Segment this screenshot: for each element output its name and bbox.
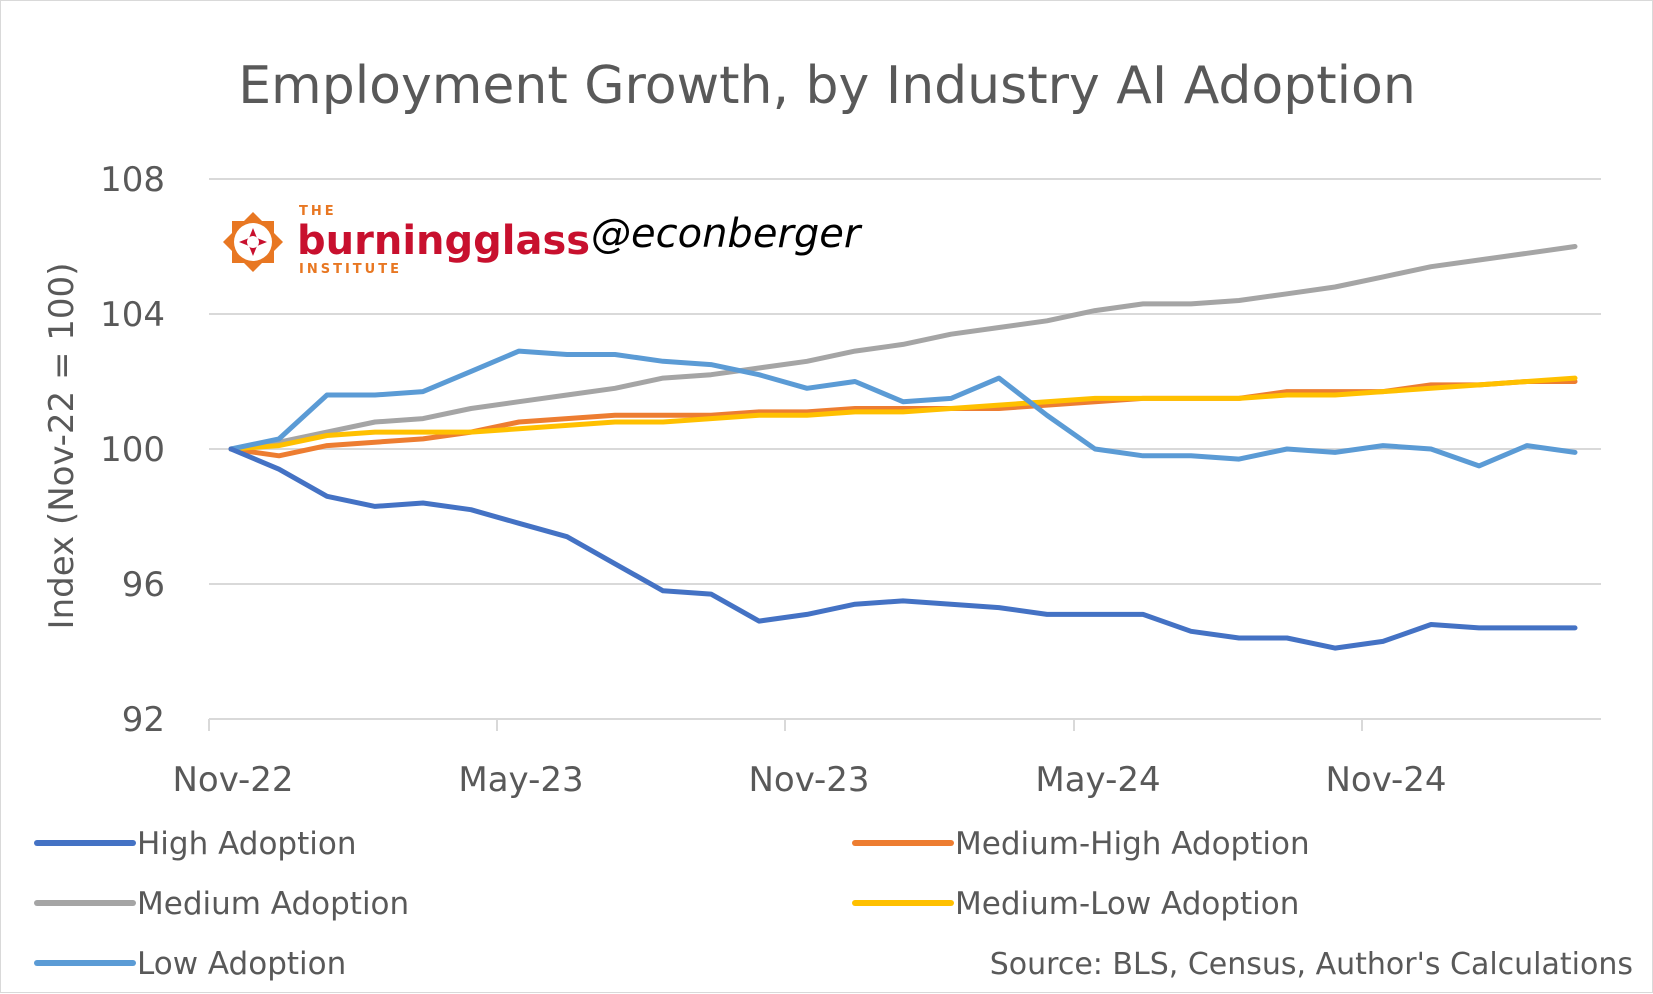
x-tick-label: Nov-24 [1326, 760, 1447, 800]
series-line-medium-low-adoption [228, 375, 1578, 452]
y-tick-label: 100 [100, 430, 165, 470]
logo-bottom-text: INSTITUTE [299, 262, 402, 277]
y-tick-label: 104 [100, 295, 165, 335]
series-line-high-adoption [228, 446, 1578, 651]
y-tick-label: 108 [100, 160, 165, 200]
x-tick-label: Nov-22 [173, 760, 294, 800]
legend: High Adoption Medium-High Adoption Medium … [34, 826, 1310, 982]
logo-top-text: THE [299, 204, 337, 219]
author-handle: @econberger [591, 211, 863, 257]
legend-label: High Adoption [137, 826, 356, 862]
legend-item: Medium-High Adoption [852, 826, 1310, 862]
branding: THE burningglass INSTITUTE @econberger [223, 204, 863, 277]
source-note: Source: BLS, Census, Author's Calculatio… [990, 947, 1633, 982]
y-axis-ticks: 108 104 100 96 92 [100, 160, 165, 740]
legend-label: Medium-Low Adoption [955, 886, 1299, 922]
y-axis-label: Index (Nov-22 = 100) [42, 263, 82, 630]
series-lines [228, 244, 1578, 651]
y-tick-label: 96 [122, 565, 165, 605]
gridlines [209, 178, 1601, 585]
legend-label: Medium-High Adoption [955, 826, 1310, 862]
series-line-medium-adoption [228, 244, 1578, 452]
logo-wordmark: burningglass [297, 218, 590, 264]
burningglass-logo-icon [223, 212, 283, 272]
legend-label: Medium Adoption [137, 886, 409, 922]
legend-item: Low Adoption [34, 946, 346, 982]
x-tick-label: Nov-23 [749, 760, 870, 800]
y-tick-label: 92 [122, 700, 165, 740]
x-tick-label: May-24 [1035, 760, 1160, 800]
x-tick-label: May-23 [458, 760, 583, 800]
x-axis-ticks: Nov-22 May-23 Nov-23 May-24 Nov-24 [173, 719, 1447, 800]
legend-item: Medium-Low Adoption [852, 886, 1299, 922]
legend-item: High Adoption [34, 826, 356, 862]
series-line-low-adoption [228, 348, 1578, 469]
legend-item: Medium Adoption [34, 886, 409, 922]
legend-label: Low Adoption [137, 946, 346, 982]
chart-title: Employment Growth, by Industry AI Adopti… [238, 56, 1416, 116]
